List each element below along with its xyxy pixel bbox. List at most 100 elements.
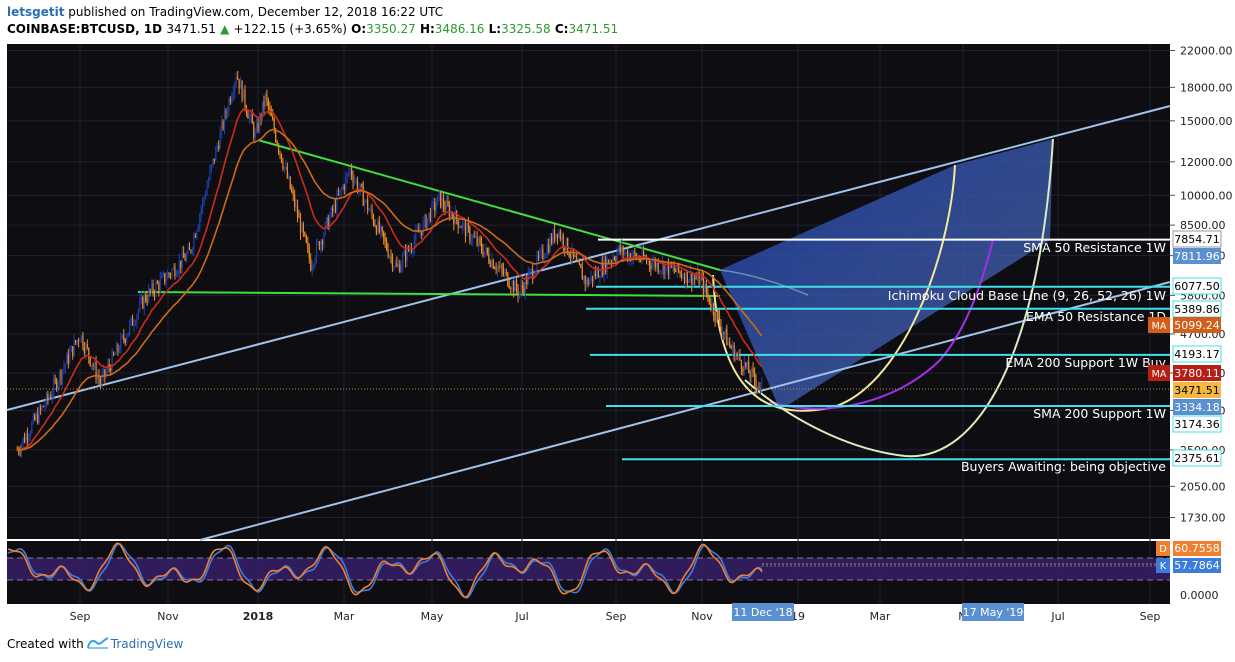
x-axis-ticks: SepNov2018MarMayJulSepNov19MarMJulSep11 … — [70, 603, 1160, 623]
candle-body — [653, 260, 655, 264]
candle-body — [532, 268, 534, 279]
candle-body — [127, 332, 129, 337]
candle-body — [472, 235, 474, 241]
candle-body — [276, 141, 278, 145]
candle-body — [83, 347, 85, 353]
annotation-label[interactable]: EMA 50 Resistance 1D — [1026, 309, 1166, 324]
lower-channel-line[interactable] — [199, 281, 1171, 541]
candle-body — [699, 276, 702, 285]
candle-body — [133, 324, 135, 326]
stoch-d-tag — [1156, 541, 1170, 556]
price-marker[interactable] — [1172, 449, 1222, 467]
upper-channel-line[interactable] — [6, 105, 1171, 411]
candle-body — [314, 259, 316, 265]
candle-body — [559, 231, 561, 240]
stochastic-oscillator — [7, 542, 1170, 599]
candle-body — [58, 371, 61, 384]
annotation-label[interactable]: EMA 200 Support 1W Buy — [1005, 355, 1166, 370]
annotation-label[interactable]: SMA 200 Support 1W — [1033, 406, 1166, 421]
price-marker[interactable] — [1173, 399, 1221, 415]
candle-body — [593, 272, 595, 282]
annotation-label[interactable]: Ichimoku Cloud Base Line (9, 26, 52, 26)… — [888, 288, 1166, 303]
x-tick-label: May — [421, 610, 444, 623]
candle-body — [718, 315, 721, 325]
candle-body — [721, 332, 724, 334]
annotation-label[interactable]: Buyers Awaiting: being objective — [961, 459, 1166, 474]
candle-body — [631, 256, 633, 261]
arc-purple[interactable] — [769, 239, 994, 410]
candle-body — [226, 112, 229, 114]
candle-body — [463, 222, 465, 224]
candle-body — [167, 273, 169, 280]
candle-body — [444, 206, 446, 210]
candle-body — [267, 99, 269, 108]
pane-separator[interactable] — [7, 539, 1170, 541]
candle-body — [654, 260, 656, 268]
candle-body — [114, 354, 116, 356]
price-marker[interactable] — [1172, 277, 1222, 295]
candle-body — [219, 131, 221, 149]
candle-body — [85, 344, 87, 353]
candle-body — [456, 211, 458, 220]
candle-body — [520, 285, 522, 293]
candle-body — [683, 276, 686, 283]
x-tick-label: Jul — [1050, 610, 1064, 623]
stoch-axis-tick: 0.0000 — [1180, 589, 1219, 602]
candle-body — [682, 276, 684, 278]
candle-body — [511, 281, 513, 289]
candle-body — [213, 158, 215, 161]
annotation-label[interactable]: SMA 50 Resistance 1W — [1023, 240, 1166, 255]
tradingview-link[interactable]: TradingView — [110, 637, 184, 651]
candle-body — [194, 235, 196, 238]
candle-body — [277, 144, 280, 152]
x-date-badge-label: 11 Dec '18 — [733, 606, 792, 619]
candle-body — [606, 259, 608, 273]
candle-body — [697, 272, 699, 279]
candle-body — [429, 212, 432, 222]
horizontal-support-line[interactable] — [137, 291, 721, 297]
candle-body — [367, 199, 369, 211]
candle-body — [161, 275, 163, 279]
price-marker[interactable] — [1173, 365, 1221, 381]
author-link[interactable]: letsgetit — [7, 5, 65, 19]
candle-body — [261, 101, 264, 119]
stoch-axis: D 60.7558 K 57.7864 0.0000 — [1156, 541, 1221, 602]
candle-body — [95, 362, 97, 379]
candle-body — [542, 249, 544, 259]
price-marker[interactable] — [1173, 248, 1221, 264]
horizontal-levels — [586, 238, 1170, 461]
candle-body — [369, 208, 372, 211]
candle-body — [174, 266, 176, 277]
price-marker[interactable] — [1172, 345, 1222, 363]
candle-body — [69, 351, 71, 364]
price-marker[interactable] — [1172, 415, 1222, 433]
candle-body — [251, 114, 253, 124]
candle-body — [45, 393, 48, 406]
candle-body — [89, 357, 91, 366]
candle-body — [241, 81, 243, 101]
candle-body — [61, 370, 64, 381]
candle-body — [518, 292, 521, 296]
price-marker[interactable] — [1173, 382, 1221, 398]
price-change: +122.15 (+3.65%) — [233, 22, 347, 36]
candle-body — [461, 223, 464, 228]
stoch-k-marker — [1173, 558, 1221, 573]
candle-body — [364, 201, 366, 206]
price-marker[interactable] — [1173, 317, 1221, 333]
candle-body — [188, 247, 191, 251]
candle-body — [622, 246, 624, 255]
arc-pale[interactable] — [744, 138, 1054, 458]
candle-body — [223, 111, 226, 128]
candle-body — [607, 259, 610, 265]
candle-body — [383, 231, 385, 239]
candle-body — [263, 101, 265, 107]
candle-body — [307, 242, 309, 248]
x-tick-label: Nov — [691, 610, 713, 623]
candle-body — [586, 279, 588, 285]
price-marker[interactable] — [1172, 230, 1222, 248]
candle-body — [445, 200, 448, 210]
candle-body — [25, 434, 27, 443]
candle-body — [717, 311, 719, 316]
descending-resistance-line[interactable] — [257, 139, 721, 271]
